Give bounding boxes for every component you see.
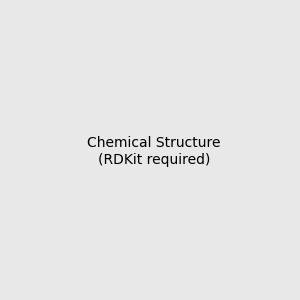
Text: Chemical Structure
(RDKit required): Chemical Structure (RDKit required) [87,136,220,166]
